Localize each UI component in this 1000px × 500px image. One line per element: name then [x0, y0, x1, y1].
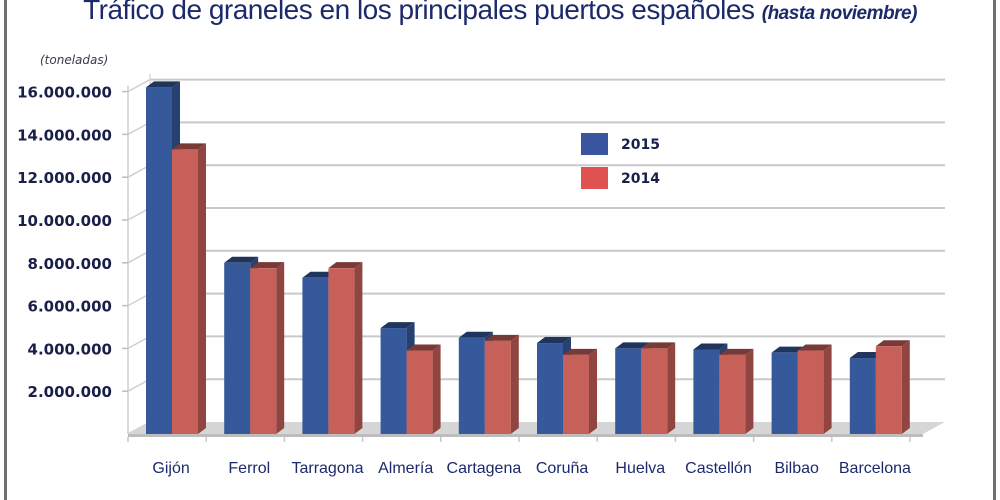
bar-top	[484, 334, 519, 341]
y-tick-label: 2.000.000	[28, 383, 112, 401]
x-tick-label: Almería	[378, 460, 433, 477]
bar-2014-Castellón	[719, 348, 754, 434]
bar-2014-Cartagena	[484, 334, 519, 434]
bar-front	[537, 343, 563, 434]
legend-swatch-2014	[581, 167, 608, 189]
bar-top	[693, 343, 728, 350]
bar-front	[458, 337, 485, 434]
gridline-side	[127, 78, 151, 93]
bar-side	[823, 344, 832, 434]
bar-2014-Tarragona	[328, 262, 363, 434]
bar-top	[641, 342, 676, 349]
bar-front	[484, 340, 511, 434]
bar-top	[615, 342, 650, 349]
bar-top	[328, 262, 363, 269]
bar-front	[172, 149, 198, 434]
bar-top	[250, 262, 285, 269]
y-tick-label: 4.000.000	[28, 340, 112, 358]
x-tick-label: Castellón	[685, 460, 752, 477]
bar-side	[901, 340, 910, 434]
bar-front	[406, 350, 433, 434]
bar-front	[875, 346, 902, 434]
bars	[146, 81, 910, 434]
bar-front	[146, 87, 172, 434]
frame-right-border	[993, 0, 996, 500]
bar-front	[380, 328, 407, 434]
bar-2014-Almería	[406, 344, 441, 434]
x-tick-label: Cartagena	[447, 460, 522, 477]
x-tick-label: Barcelona	[839, 460, 911, 477]
bar-top	[146, 81, 180, 88]
bar-side	[198, 143, 206, 434]
bar-top	[537, 337, 571, 344]
bar-front	[224, 262, 251, 434]
bar-front	[302, 277, 329, 434]
bar-top	[302, 271, 337, 278]
bar-side	[276, 262, 285, 434]
y-tick-label: 8.000.000	[28, 255, 112, 273]
bar-front	[328, 268, 355, 434]
y-tick-label: 12.000.000	[17, 169, 112, 187]
bar-front	[719, 354, 746, 434]
bar-front	[771, 352, 798, 434]
y-axis-unit-label: (toneladas)	[40, 53, 109, 67]
bar-front	[563, 354, 589, 434]
legend-label-2014: 2014	[621, 171, 660, 187]
x-tick-label: Gijón	[152, 460, 189, 477]
bar-top	[771, 346, 806, 353]
y-tick-label: 10.000.000	[17, 212, 112, 230]
bar-side	[510, 334, 519, 434]
bar-side	[354, 262, 363, 434]
x-tick-label: Tarragona	[291, 460, 363, 477]
bar-front	[797, 350, 824, 434]
bar-top	[172, 143, 206, 150]
bar-2014-Coruña	[563, 348, 597, 434]
y-axis: 2.000.000 4.000.000 6.000.000 8.000.000 10.0…	[17, 84, 128, 401]
y-tick-label: 16.000.000	[17, 84, 112, 102]
chart-title: Tráfico de graneles en los principales p…	[0, 0, 1000, 26]
bar-top	[458, 331, 493, 338]
bar-top	[849, 352, 884, 359]
chart-title-main: Tráfico de graneles en los principales p…	[83, 0, 755, 25]
bar-top	[406, 344, 441, 351]
bar-top	[875, 340, 910, 347]
bar-front	[641, 348, 668, 434]
bar-2014-Barcelona	[875, 340, 910, 434]
bar-front	[849, 358, 876, 434]
bar-2014-Gijón	[172, 143, 206, 434]
x-tick-label: Huelva	[615, 460, 665, 477]
bar-front	[250, 268, 277, 434]
bar-side	[745, 348, 754, 434]
x-tick-label: Coruña	[536, 460, 589, 477]
bar-2014-Huelva	[641, 342, 676, 434]
legend-label-2015: 2015	[621, 137, 660, 153]
y-tick-label: 6.000.000	[28, 298, 112, 316]
y-tick-label: 14.000.000	[17, 126, 112, 144]
bar-top	[563, 348, 597, 355]
floor-edge	[128, 434, 923, 437]
frame-left-border	[4, 0, 7, 500]
bar-side	[589, 348, 597, 434]
chart-subtitle: (hasta noviembre)	[761, 3, 918, 24]
bar-2014-Ferrol	[250, 262, 285, 434]
bar-side	[432, 344, 441, 434]
bar-top	[380, 322, 415, 329]
bar-front	[615, 348, 642, 434]
bar-side	[667, 342, 676, 434]
bar-top	[719, 348, 754, 355]
x-tick-label: Bilbao	[774, 460, 819, 477]
bar-top	[224, 256, 259, 263]
bar-top	[797, 344, 832, 351]
bar-front	[693, 349, 720, 434]
bar-2014-Bilbao	[797, 344, 832, 434]
legend-swatch-2015	[581, 133, 608, 155]
x-tick-label: Ferrol	[228, 460, 270, 477]
x-axis: Gijón Ferrol Tarragona Almería Cartagena Coru…	[127, 437, 911, 477]
legend: 2015 2014	[581, 133, 660, 189]
